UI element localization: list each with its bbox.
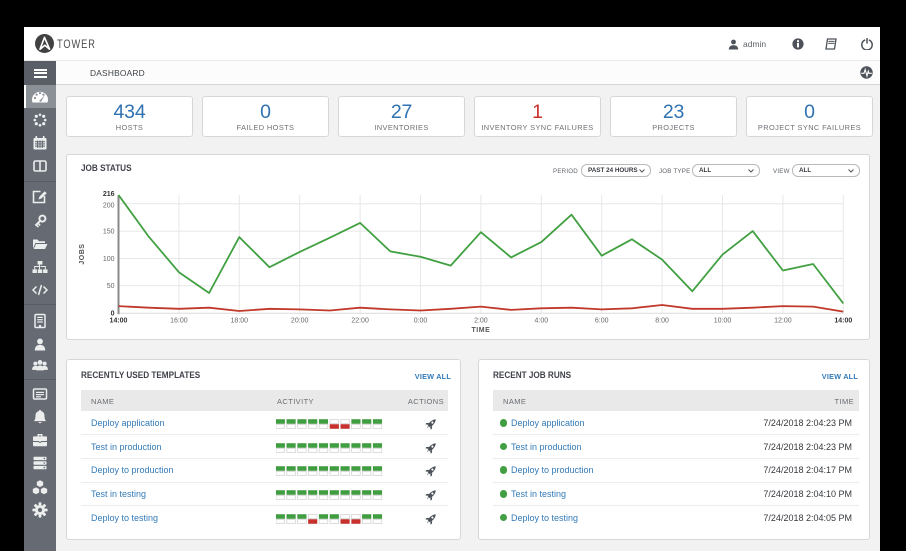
svg-text:200: 200 [103, 203, 115, 210]
svg-text:4:00: 4:00 [534, 318, 548, 325]
svg-text:JOBS: JOBS [79, 244, 86, 265]
svg-text:0: 0 [111, 311, 115, 318]
svg-text:0:00: 0:00 [414, 318, 428, 325]
svg-text:22:00: 22:00 [351, 318, 369, 325]
svg-text:14:00: 14:00 [834, 318, 852, 325]
svg-text:14:00: 14:00 [110, 318, 128, 325]
svg-text:16:00: 16:00 [170, 318, 188, 325]
svg-text:20:00: 20:00 [291, 318, 309, 325]
svg-text:8:00: 8:00 [655, 318, 669, 325]
svg-text:12:00: 12:00 [774, 318, 792, 325]
svg-text:TIME: TIME [472, 327, 491, 334]
svg-text:150: 150 [103, 228, 115, 235]
svg-text:6:00: 6:00 [595, 318, 609, 325]
svg-text:216: 216 [103, 191, 115, 198]
svg-text:100: 100 [103, 256, 115, 263]
svg-text:2:00: 2:00 [474, 318, 488, 325]
svg-text:18:00: 18:00 [231, 318, 249, 325]
svg-text:50: 50 [107, 283, 115, 290]
svg-text:10:00: 10:00 [714, 318, 732, 325]
